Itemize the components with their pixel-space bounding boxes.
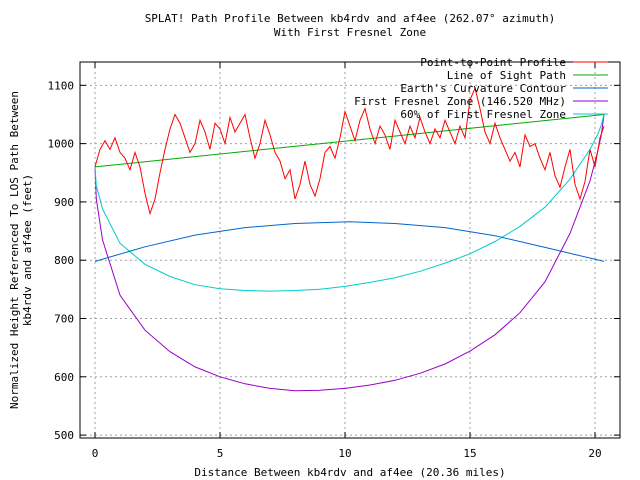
x-tick-label: 15 [463,447,476,460]
legend-label: Line of Sight Path [447,69,566,82]
x-axis-label: Distance Between kb4rdv and af4ee (20.36… [194,466,505,479]
chart-subtitle: With First Fresnel Zone [274,26,426,39]
plot-frame [79,61,621,439]
x-tick-label: 0 [92,447,99,460]
x-tick-label: 5 [217,447,224,460]
x-tick-label: 20 [588,447,601,460]
x-tick-label: 10 [338,447,351,460]
y-tick-label: 600 [54,371,74,384]
y-tick-label: 500 [54,429,74,442]
series-line [94,114,605,168]
legend-label: Earth's Curvature Contour [400,82,566,95]
legend-label: First Fresnel Zone (146.520 MHz) [354,95,566,108]
y-axis-label-line1: Normalized Height Referenced To LOS Path… [8,91,21,409]
y-tick-label: 1000 [48,138,75,151]
y-tick-label: 1100 [48,79,75,92]
series-line [94,114,605,392]
series-line [94,221,605,262]
series-line [94,86,605,216]
legend-label: 60% of First Fresnel Zone [400,108,566,121]
chart-title: SPLAT! Path Profile Between kb4rdv and a… [145,12,556,25]
y-tick-label: 700 [54,312,74,325]
y-tick-label: 900 [54,196,74,209]
series-line [94,114,605,292]
y-tick-label: 800 [54,254,74,267]
y-axis-label-line2: kb4rdv and af4ee (feet) [21,174,34,326]
legend-label: Point-to-Point Profile [420,56,566,69]
